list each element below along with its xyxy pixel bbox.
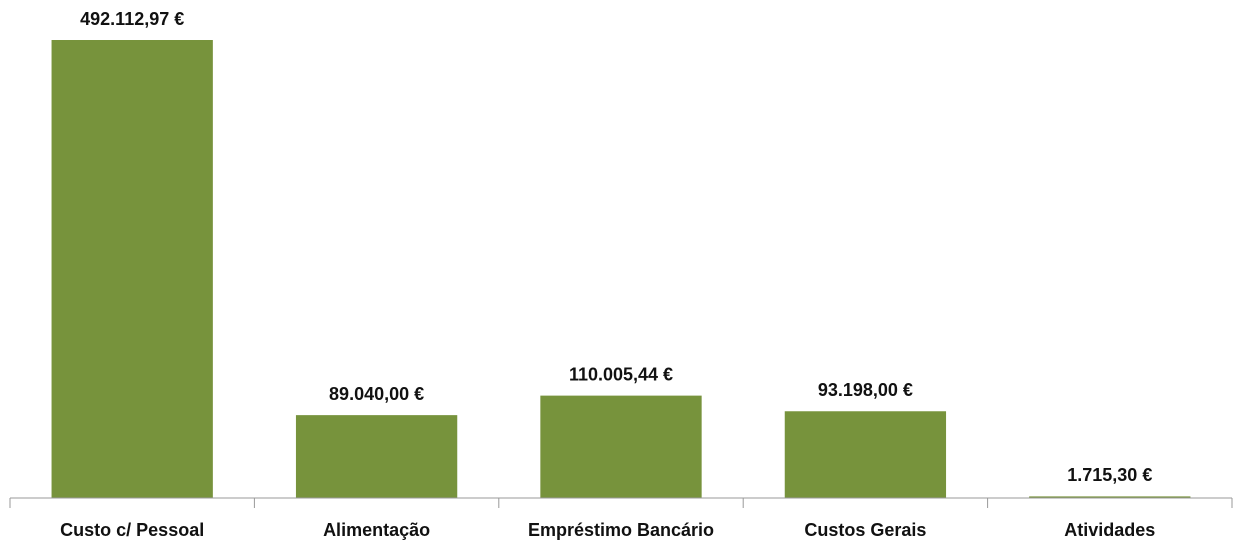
- x-tick-label: Custos Gerais: [804, 520, 926, 540]
- value-label: 492.112,97 €: [80, 9, 184, 29]
- x-tick-label: Atividades: [1064, 520, 1155, 540]
- value-label: 93.198,00 €: [818, 380, 913, 400]
- bar: [1029, 496, 1191, 498]
- bar: [51, 40, 213, 498]
- value-label: 1.715,30 €: [1067, 465, 1152, 485]
- bar: [540, 395, 702, 498]
- x-tick-label: Custo c/ Pessoal: [60, 520, 204, 540]
- x-tick-label: Alimentação: [323, 520, 430, 540]
- bar: [295, 415, 458, 498]
- x-tick-label: Empréstimo Bancário: [528, 520, 714, 540]
- value-label: 89.040,00 €: [329, 384, 424, 404]
- bar: [784, 411, 947, 498]
- value-label: 110.005,44 €: [569, 364, 673, 384]
